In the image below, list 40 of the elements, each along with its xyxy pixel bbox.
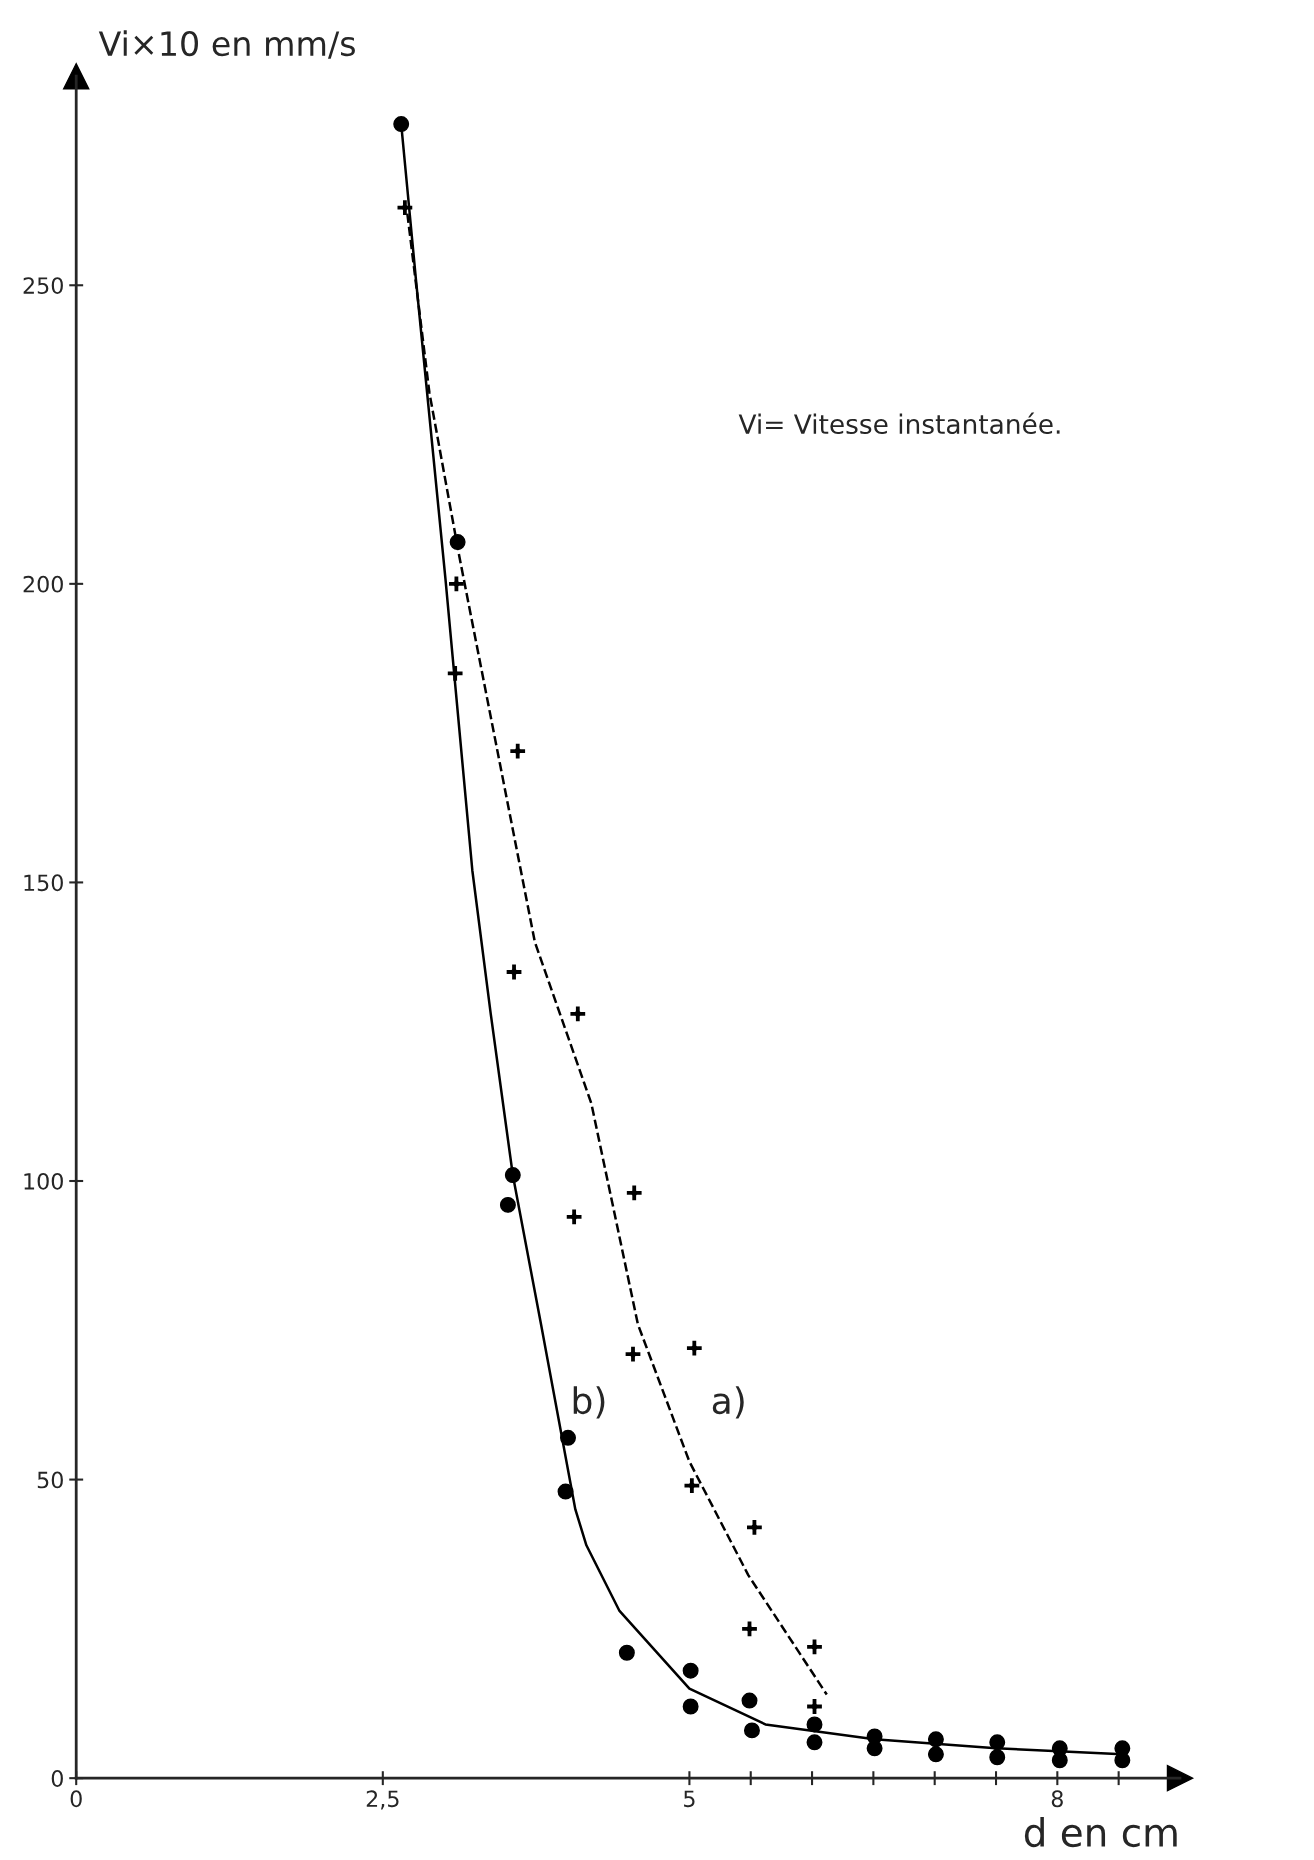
- point: [927, 1746, 944, 1763]
- point: [743, 1722, 760, 1739]
- series-label: a): [712, 1386, 744, 1419]
- point: [989, 1749, 1006, 1766]
- annotation: Vi= Vitesse instantanée.: [738, 412, 1060, 435]
- point: [740, 1619, 759, 1638]
- point: [1051, 1752, 1068, 1769]
- y-axis-title: Vi×10 en mm/s: [98, 30, 355, 59]
- y-tick-label: 150: [24, 874, 63, 892]
- x-tick-label: 5: [684, 1790, 695, 1808]
- y-tick-label: 250: [23, 277, 63, 295]
- point: [568, 1004, 587, 1023]
- point: [805, 1637, 824, 1656]
- point: [623, 1345, 643, 1364]
- point: [866, 1740, 883, 1757]
- y-tick-label: 200: [23, 575, 63, 593]
- point: [745, 1518, 764, 1537]
- y-tick-label: 0: [51, 1770, 63, 1787]
- x-tick-label: 8: [1051, 1790, 1063, 1808]
- point: [685, 1339, 704, 1358]
- point: [504, 962, 524, 982]
- point: [741, 1692, 758, 1709]
- point: [682, 1476, 701, 1495]
- y-tick-label: 100: [24, 1172, 63, 1190]
- point: [565, 1207, 584, 1226]
- point: [508, 741, 527, 761]
- point: [625, 1183, 644, 1202]
- x-tick-label: 0: [70, 1790, 82, 1808]
- point: [806, 1734, 823, 1751]
- point: [618, 1644, 635, 1661]
- point: [682, 1698, 699, 1715]
- x-axis-title: d en cm: [1024, 1817, 1177, 1848]
- point: [499, 1196, 516, 1213]
- y-tick-label: 50: [37, 1471, 63, 1489]
- point: [682, 1662, 699, 1679]
- series-label: b): [573, 1386, 605, 1419]
- x-tick-label: 2,5: [366, 1790, 399, 1810]
- point: [1114, 1752, 1131, 1769]
- point: [805, 1697, 824, 1716]
- point: [447, 574, 466, 593]
